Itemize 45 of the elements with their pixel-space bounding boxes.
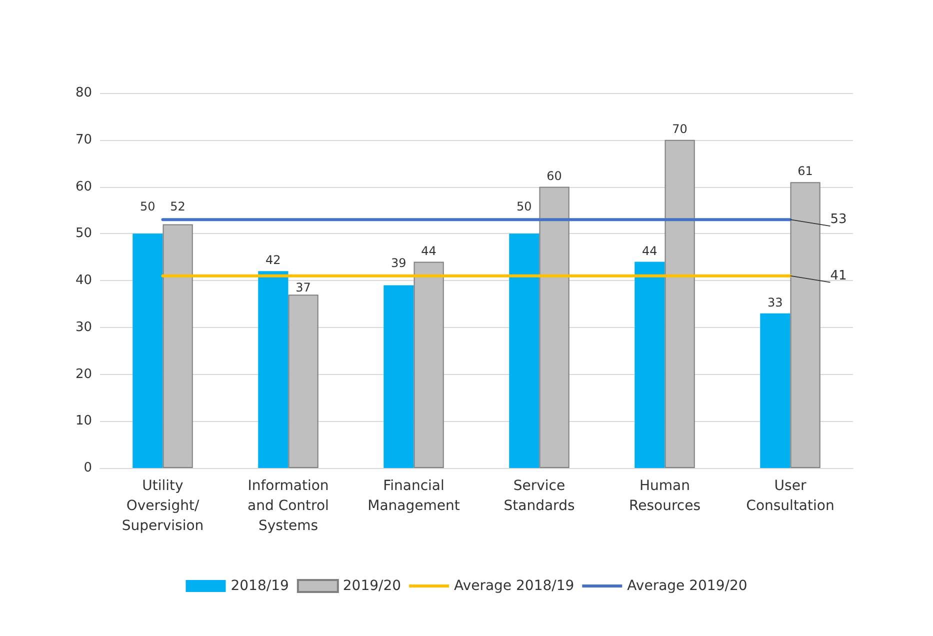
x-tick-label: Service Standards — [504, 478, 575, 514]
data-label: 33 — [768, 295, 783, 310]
y-tick-label: 30 — [75, 320, 92, 335]
x-tick-label: Financial Management — [368, 478, 460, 514]
legend-label: Average 2018/19 — [454, 578, 574, 594]
bar — [634, 262, 665, 468]
bar — [288, 294, 318, 468]
legend-label: Average 2019/20 — [627, 578, 748, 594]
bar — [162, 224, 193, 468]
bar — [539, 186, 570, 468]
legend-label: 2019/20 — [342, 578, 402, 594]
y-tick-label: 60 — [75, 179, 92, 194]
x-tick-label: Human Resources — [629, 478, 700, 514]
bar — [664, 140, 695, 468]
bar — [509, 234, 540, 468]
data-label: 50 — [140, 200, 156, 214]
data-label: 41 — [830, 268, 847, 284]
y-tick-label: 80 — [75, 86, 92, 100]
legend-label: 2018/19 — [230, 578, 289, 594]
data-label: 44 — [421, 244, 436, 258]
data-label: 42 — [266, 253, 281, 268]
bar — [414, 262, 444, 468]
data-label: 50 — [516, 200, 532, 214]
data-label: 44 — [642, 244, 658, 258]
y-tick-label: 10 — [75, 414, 92, 429]
x-tick-label: Utility Oversight/ Supervision — [122, 478, 204, 534]
y-tick-label: 40 — [75, 273, 92, 288]
bar — [384, 285, 414, 468]
x-tick-label: User Consultation — [746, 478, 834, 514]
data-label: 37 — [296, 280, 311, 295]
data-label: 39 — [391, 256, 406, 270]
data-label: 60 — [546, 168, 562, 183]
data-label: 70 — [672, 122, 688, 136]
y-tick-label: 70 — [75, 132, 92, 148]
data-label: 53 — [830, 212, 847, 228]
y-tick-label: 20 — [75, 366, 92, 382]
bar — [760, 313, 790, 468]
data-label: 61 — [798, 164, 813, 178]
bar — [132, 234, 163, 468]
data-label: 52 — [170, 200, 186, 214]
y-tick-label: 0 — [84, 460, 92, 476]
x-tick-label: Information and Control Systems — [248, 478, 329, 534]
bar — [790, 182, 820, 468]
y-tick-label: 50 — [75, 226, 92, 242]
bar — [258, 271, 288, 468]
